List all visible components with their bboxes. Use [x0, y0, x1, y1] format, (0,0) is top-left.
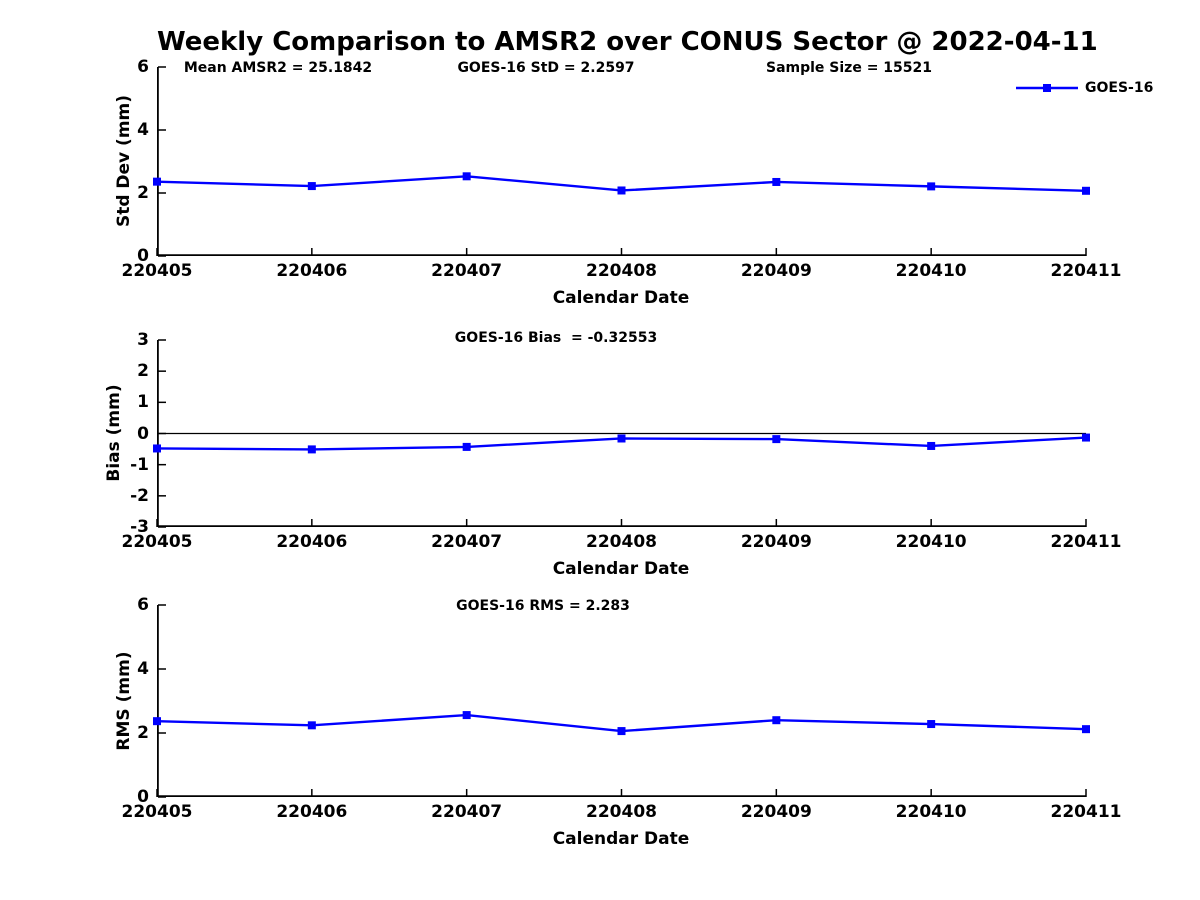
x-tick-label: 220408 — [586, 802, 657, 822]
data-point-marker — [1082, 186, 1090, 195]
x-tick-label: 220411 — [1050, 802, 1122, 822]
bias-plot-axes — [153, 339, 1090, 528]
data-point-marker — [927, 441, 936, 450]
legend: GOES-16 — [1016, 78, 1153, 98]
data-point-marker — [153, 717, 161, 726]
x-tick-label: 220409 — [740, 802, 812, 822]
y-tick-label: -2 — [130, 485, 149, 506]
stddev-plot-axes — [153, 66, 1090, 257]
x-tick-label: 220409 — [740, 261, 812, 281]
legend-label: GOES-16 — [1085, 80, 1154, 96]
y-tick-label: -1 — [130, 454, 149, 475]
y-tick-label: 2 — [137, 361, 149, 382]
y-tick-label: 0 — [137, 246, 149, 266]
x-tick-label: 220406 — [276, 802, 348, 822]
rms-plot-axes — [153, 604, 1090, 798]
data-point-marker — [927, 182, 936, 191]
bias-x-axis-label: Calendar Date — [552, 559, 690, 579]
x-tick-label: 220405 — [121, 802, 193, 822]
x-tick-label: 220408 — [586, 261, 657, 281]
mean-amsr2-annotation: Mean AMSR2 = 25.1842 — [183, 60, 373, 76]
x-tick-label: 220411 — [1050, 532, 1122, 552]
data-point-marker — [772, 435, 781, 444]
data-point-marker — [772, 177, 781, 186]
y-tick-label: 0 — [137, 787, 149, 807]
data-point-marker — [1082, 433, 1090, 442]
rms-x-axis-label: Calendar Date — [552, 829, 690, 849]
x-tick-label: 220410 — [895, 802, 967, 822]
data-point-marker — [927, 720, 936, 729]
data-point-marker — [462, 442, 471, 451]
x-tick-label: 220407 — [431, 532, 503, 552]
x-tick-label: 220406 — [276, 261, 348, 281]
y-tick-label: 6 — [137, 595, 149, 615]
y-tick-label: 0 — [137, 423, 149, 444]
x-tick-label: 220407 — [431, 261, 503, 281]
stddev-x-axis-label: Calendar Date — [552, 288, 690, 308]
data-point-marker — [1082, 725, 1090, 734]
goes16-bias-annotation: GOES-16 Bias = -0.32553 — [454, 330, 658, 346]
goes16-std-annotation: GOES-16 StD = 2.2597 — [457, 60, 635, 76]
data-point-marker — [307, 182, 316, 191]
y-tick-label: 3 — [137, 330, 149, 350]
x-tick-label: 220407 — [431, 802, 503, 822]
figure-title: Weekly Comparison to AMSR2 over CONUS Se… — [157, 27, 1098, 57]
data-point-marker — [307, 445, 316, 454]
x-tick-label: 220410 — [895, 532, 967, 552]
y-tick-label: 2 — [137, 183, 149, 203]
x-tick-label: 220409 — [740, 532, 812, 552]
data-point-marker — [617, 186, 626, 195]
y-tick-label: 4 — [137, 659, 149, 679]
x-tick-label: 220411 — [1050, 261, 1122, 281]
sample-size-annotation: Sample Size = 15521 — [765, 60, 933, 76]
y-tick-label: 6 — [137, 57, 149, 77]
data-point-marker — [772, 716, 781, 725]
x-tick-label: 220406 — [276, 532, 348, 552]
data-point-marker — [307, 721, 316, 730]
y-tick-label: 4 — [137, 120, 149, 140]
x-tick-label: 220410 — [895, 261, 967, 281]
stddev-y-axis-label: Std Dev (mm) — [114, 94, 134, 228]
y-tick-label: 2 — [137, 723, 149, 743]
x-tick-label: 220405 — [121, 261, 193, 281]
x-tick-label: 220408 — [586, 532, 657, 552]
data-point-marker — [617, 434, 626, 443]
y-tick-label: -3 — [130, 517, 149, 537]
data-point-marker — [617, 727, 626, 736]
y-tick-label: 1 — [137, 392, 149, 413]
data-point-marker — [462, 172, 471, 181]
x-tick-label: 220405 — [121, 532, 193, 552]
goes16-rms-annotation: GOES-16 RMS = 2.283 — [456, 598, 630, 614]
data-point-marker — [462, 711, 471, 720]
data-point-marker — [153, 444, 161, 453]
data-point-marker — [153, 177, 161, 186]
legend-line-marker-icon — [1016, 84, 1078, 92]
